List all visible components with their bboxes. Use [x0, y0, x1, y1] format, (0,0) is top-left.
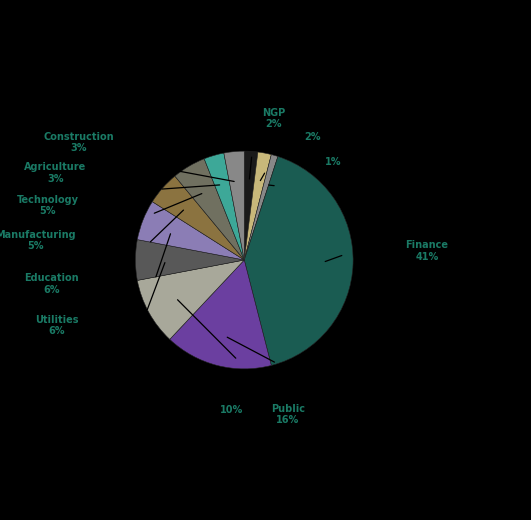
- Wedge shape: [244, 151, 258, 260]
- Text: Manufacturing
5%: Manufacturing 5%: [0, 230, 75, 251]
- Wedge shape: [175, 159, 244, 260]
- Text: Construction
3%: Construction 3%: [43, 132, 114, 153]
- Text: Public
16%: Public 16%: [271, 404, 305, 425]
- Text: 10%: 10%: [220, 405, 243, 415]
- Wedge shape: [135, 240, 244, 280]
- Wedge shape: [244, 154, 278, 260]
- Text: NGP
2%: NGP 2%: [262, 108, 285, 129]
- Wedge shape: [152, 176, 244, 260]
- Text: Utilities
6%: Utilities 6%: [35, 315, 79, 336]
- Wedge shape: [170, 260, 271, 369]
- Wedge shape: [138, 260, 244, 340]
- Text: Education
6%: Education 6%: [24, 273, 79, 295]
- Text: Agriculture
3%: Agriculture 3%: [24, 162, 87, 184]
- Wedge shape: [244, 157, 353, 366]
- Text: Finance
41%: Finance 41%: [405, 240, 448, 262]
- Text: 1%: 1%: [326, 157, 342, 167]
- Wedge shape: [204, 153, 244, 260]
- Wedge shape: [244, 152, 271, 260]
- Text: Technology
5%: Technology 5%: [17, 195, 79, 216]
- Wedge shape: [138, 202, 244, 260]
- Text: 2%: 2%: [305, 132, 321, 142]
- Wedge shape: [224, 151, 244, 260]
